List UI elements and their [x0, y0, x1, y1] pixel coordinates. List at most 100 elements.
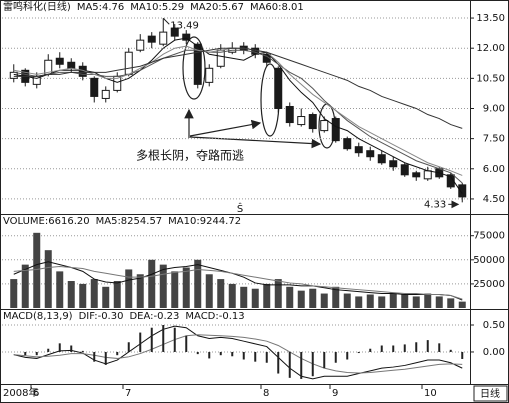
volume-bar [44, 250, 52, 308]
candle-body [285, 105, 294, 124]
candle-body [101, 89, 110, 99]
ma-line [13, 49, 463, 184]
candle-body [159, 31, 168, 45]
x-tick-label: 9 [332, 388, 338, 399]
candle-body [205, 67, 214, 83]
volume-bar [378, 296, 386, 308]
legend-entry: MACD:-0.13 [185, 311, 244, 322]
y-tick-label: 0.00 [483, 347, 505, 358]
x-tick-label: 6 [33, 388, 39, 399]
y-tick-label: 50000 [473, 255, 505, 266]
arrow [189, 119, 262, 137]
legend-entry: MA10:5.29 [130, 2, 184, 13]
y-tick-label: 75000 [473, 231, 505, 242]
ma-line [13, 334, 463, 374]
period-tab[interactable] [473, 385, 508, 402]
y-tick-label: 4.50 [483, 194, 505, 205]
highlight-ellipse [182, 36, 206, 100]
candle-body [308, 114, 317, 130]
volume-bar [33, 232, 41, 308]
ma-line [13, 325, 463, 380]
volume-bar [136, 274, 144, 308]
candle-body [147, 35, 156, 43]
volume-bar [286, 286, 294, 308]
candle-body [446, 174, 455, 188]
volume-bar [458, 301, 466, 308]
legend-entry: MA20:5.67 [190, 2, 244, 13]
volume-bar [401, 294, 409, 308]
volume-bar [424, 293, 432, 308]
y-tick-label: 0.50 [483, 320, 505, 331]
volume-bar [240, 286, 248, 308]
volume-bar [366, 294, 374, 308]
year-label: 2008年 [3, 386, 38, 399]
volume-bar [228, 283, 236, 308]
y-tick-label: 25000 [473, 279, 505, 290]
legend-entry: MA5:8254.57 [96, 216, 163, 227]
x-tick-label: 7 [125, 388, 131, 399]
volume-bar [171, 271, 179, 308]
candle-body [458, 184, 467, 198]
candle-body [412, 172, 421, 178]
y-tick-label: 12.00 [476, 43, 505, 54]
y-tick-label: 9.00 [483, 103, 505, 114]
volume-bar [113, 281, 121, 308]
volume-bar [148, 259, 156, 308]
candle-body [124, 51, 133, 75]
candle-body [354, 146, 363, 154]
x-tick-label: 8 [263, 388, 269, 399]
volume-bar [309, 288, 317, 308]
volume-bar [159, 264, 167, 308]
volume-bar [251, 288, 259, 308]
candle-body [136, 39, 145, 51]
period-tab-label[interactable]: 日线 [480, 387, 500, 400]
candle-body [55, 57, 64, 65]
volume-bar [182, 267, 190, 308]
y-tick-label: 13.50 [476, 13, 505, 24]
volume-bar [217, 279, 225, 308]
ma-line [13, 47, 463, 129]
volume-bar [125, 269, 133, 308]
volume-bar [79, 283, 87, 308]
volume-bar [320, 293, 328, 308]
legend-entry: MA10:9244.72 [168, 216, 241, 227]
legend-entry: MA60:8.01 [250, 2, 304, 13]
candle-body [331, 118, 340, 142]
annotation-label: 4.33 [424, 199, 446, 210]
y-tick-label: 6.00 [483, 164, 505, 175]
volume-bar [343, 293, 351, 308]
candle-body [274, 67, 283, 109]
volume-bar [389, 292, 397, 308]
annotation-note: 多根长阴，夺路而逃 [136, 148, 244, 163]
candle-body [366, 150, 375, 158]
candle-body [400, 164, 409, 176]
y-tick-label: 10.50 [476, 73, 505, 84]
candle-body [193, 43, 202, 85]
volume-bar [10, 279, 18, 308]
candle-body [320, 120, 329, 132]
x-tick-label: 10 [424, 388, 437, 399]
volume-bar [274, 279, 282, 308]
volume-bar [205, 274, 213, 308]
legend-entry: DIF:-0.30 [79, 311, 124, 322]
arrow [189, 136, 322, 149]
volume-bar [21, 264, 29, 308]
volume-bar [90, 279, 98, 308]
legend-entry: MA5:4.76 [77, 2, 124, 13]
candle-body [377, 154, 386, 164]
ma-line [13, 266, 463, 300]
volume-bar [435, 296, 443, 308]
volume-bar [297, 290, 305, 308]
candle-body [67, 61, 76, 69]
annotation-label: 13.49 [170, 20, 199, 31]
volume-bar [194, 259, 202, 308]
panel-title: VOLUME:6616.20 [3, 216, 90, 227]
candle-body [90, 77, 99, 97]
volume-bar [447, 298, 455, 308]
candle-body [389, 160, 398, 168]
candle-body [297, 116, 306, 126]
candle-body [170, 27, 179, 37]
ma-line [13, 261, 463, 301]
marker-symbol: Ŝ [237, 202, 243, 215]
